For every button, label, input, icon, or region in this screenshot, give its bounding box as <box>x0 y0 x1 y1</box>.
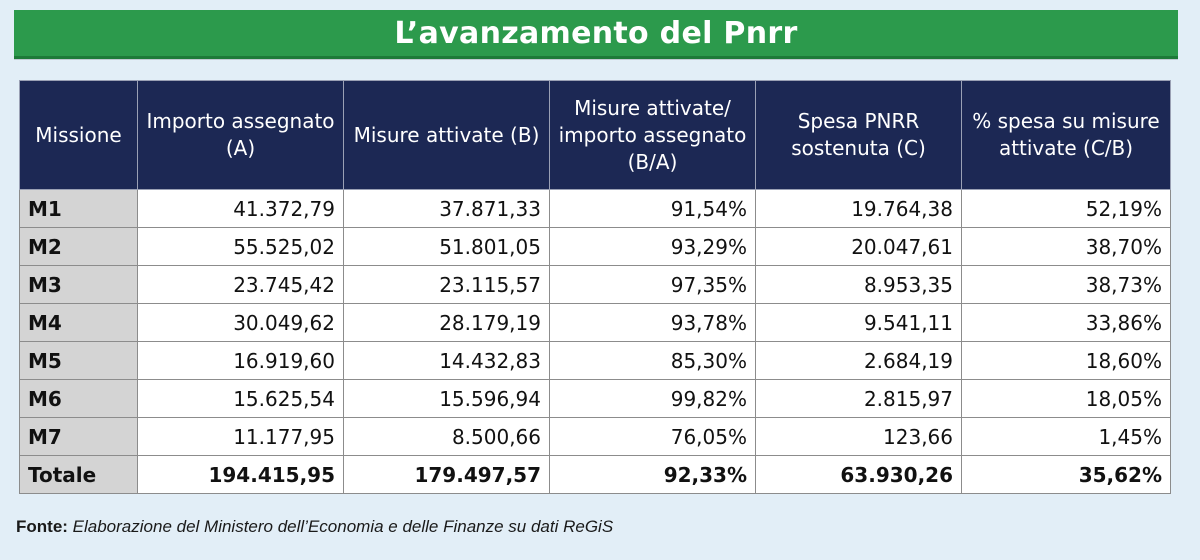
table-row: M4 30.049,62 28.179,19 93,78% 9.541,11 33,86% <box>19 303 1171 342</box>
table-cell: 51.801,05 <box>343 227 550 266</box>
row-label-cell: M4 <box>19 303 138 342</box>
table-container: Missione Importo assegnato (A) Misure at… <box>19 80 1171 494</box>
column-header-misure-attivate: Misure attivate (B) <box>343 80 550 190</box>
title-bar: L’avanzamento del Pnrr <box>14 10 1178 59</box>
table-row: M7 11.177,95 8.500,66 76,05% 123,66 1,45% <box>19 417 1171 456</box>
table-row: M2 55.525,02 51.801,05 93,29% 20.047,61 38,70… <box>19 227 1171 266</box>
table-row-total: Totale 194.415,95 179.497,57 92,33% 63.930,2… <box>19 455 1171 494</box>
table-body: M1 41.372,79 37.871,33 91,54% 19.764,38 52,19… <box>19 189 1171 494</box>
table-cell: 2.684,19 <box>755 341 962 380</box>
column-header-misure-su-importo: Misure attivate/ importo assegnato (B/A) <box>549 80 756 190</box>
table-cell: 63.930,26 <box>755 455 962 494</box>
table-cell: 15.596,94 <box>343 379 550 418</box>
table-cell: 14.432,83 <box>343 341 550 380</box>
row-label-cell: M2 <box>19 227 138 266</box>
column-header-missione: Missione <box>19 80 138 190</box>
table-cell: 23.115,57 <box>343 265 550 304</box>
chart-title: L’avanzamento del Pnrr <box>394 15 798 51</box>
table-header-row: Missione Importo assegnato (A) Misure at… <box>19 80 1171 190</box>
table-cell: 194.415,95 <box>137 455 344 494</box>
row-label-cell: Totale <box>19 455 138 494</box>
column-header-spesa-sostenuta: Spesa PNRR sostenuta (C) <box>755 80 962 190</box>
table-cell: 93,29% <box>549 227 756 266</box>
table-cell: 93,78% <box>549 303 756 342</box>
row-label-cell: M5 <box>19 341 138 380</box>
table-cell: 52,19% <box>961 189 1171 228</box>
table-cell: 28.179,19 <box>343 303 550 342</box>
source-note: Fonte: Elaborazione del Ministero dell’E… <box>16 517 613 537</box>
table-cell: 85,30% <box>549 341 756 380</box>
table-cell: 97,35% <box>549 265 756 304</box>
column-header-percentuale-spesa: % spesa su misure attivate (C/B) <box>961 80 1171 190</box>
row-label-cell: M1 <box>19 189 138 228</box>
table-cell: 123,66 <box>755 417 962 456</box>
table-cell: 38,70% <box>961 227 1171 266</box>
table-cell: 37.871,33 <box>343 189 550 228</box>
table-row: M5 16.919,60 14.432,83 85,30% 2.684,19 18,60% <box>19 341 1171 380</box>
column-header-importo-assegnato: Importo assegnato (A) <box>137 80 344 190</box>
table-cell: 99,82% <box>549 379 756 418</box>
table-cell: 76,05% <box>549 417 756 456</box>
table-cell: 19.764,38 <box>755 189 962 228</box>
data-table: Missione Importo assegnato (A) Misure at… <box>19 80 1171 494</box>
table-cell: 35,62% <box>961 455 1171 494</box>
table-cell: 18,60% <box>961 341 1171 380</box>
table-cell: 33,86% <box>961 303 1171 342</box>
table-cell: 30.049,62 <box>137 303 344 342</box>
table-cell: 38,73% <box>961 265 1171 304</box>
table-cell: 41.372,79 <box>137 189 344 228</box>
row-label-cell: M3 <box>19 265 138 304</box>
table-cell: 55.525,02 <box>137 227 344 266</box>
row-label-cell: M7 <box>19 417 138 456</box>
table-cell: 1,45% <box>961 417 1171 456</box>
table-cell: 9.541,11 <box>755 303 962 342</box>
table-cell: 11.177,95 <box>137 417 344 456</box>
table-row: M6 15.625,54 15.596,94 99,82% 2.815,97 18,05% <box>19 379 1171 418</box>
table-cell: 179.497,57 <box>343 455 550 494</box>
source-label: Fonte: <box>16 517 68 536</box>
table-row: M1 41.372,79 37.871,33 91,54% 19.764,38 52,19… <box>19 189 1171 228</box>
table-cell: 15.625,54 <box>137 379 344 418</box>
source-text: Elaborazione del Ministero dell’Economia… <box>67 517 614 536</box>
table-cell: 18,05% <box>961 379 1171 418</box>
table-cell: 8.500,66 <box>343 417 550 456</box>
table-cell: 16.919,60 <box>137 341 344 380</box>
table-cell: 8.953,35 <box>755 265 962 304</box>
table-cell: 92,33% <box>549 455 756 494</box>
row-label-cell: M6 <box>19 379 138 418</box>
table-cell: 2.815,97 <box>755 379 962 418</box>
table-cell: 91,54% <box>549 189 756 228</box>
table-row: M3 23.745,42 23.115,57 97,35% 8.953,35 38,73% <box>19 265 1171 304</box>
table-cell: 23.745,42 <box>137 265 344 304</box>
table-cell: 20.047,61 <box>755 227 962 266</box>
